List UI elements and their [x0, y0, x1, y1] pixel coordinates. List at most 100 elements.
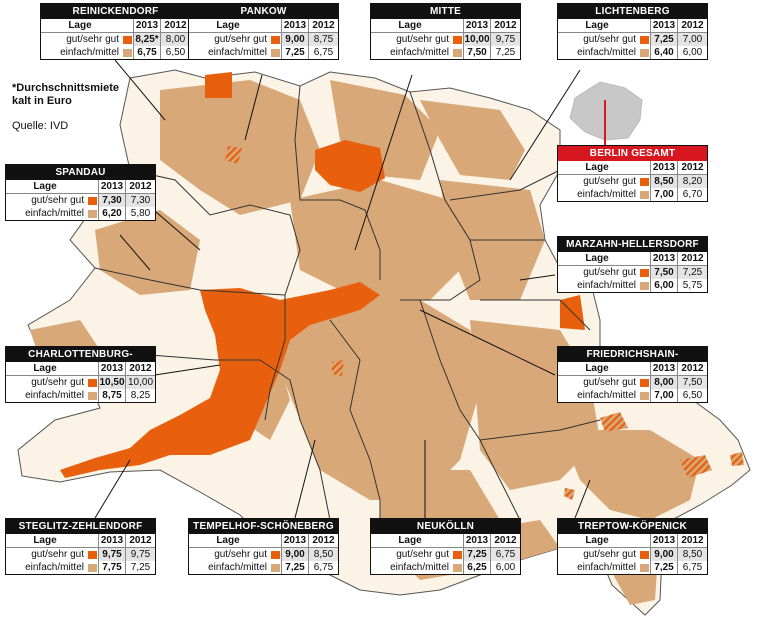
year-2013-header: 2013 — [133, 19, 160, 32]
gut-label: gut/sehr gut — [583, 176, 636, 187]
header-row: Lage 2013 2012 — [189, 534, 338, 548]
gut-label: gut/sehr gut — [583, 34, 636, 45]
einfach-2012: 7,25 — [125, 561, 155, 574]
district-name: SPANDAU — [6, 165, 155, 180]
lage-header: Lage — [216, 20, 240, 31]
gut-2012: 7,30 — [125, 194, 155, 207]
einfach-row: einfach/mittel 7,25 6,75 — [558, 561, 707, 574]
gut-2012: 7,00 — [677, 33, 707, 46]
einfach-2013: 8,75 — [98, 389, 125, 402]
gut-row: gut/sehr gut 7,30 7,30 — [6, 194, 155, 207]
lage-header: Lage — [585, 162, 609, 173]
gut-2013: 7,25 — [463, 548, 490, 561]
year-2012-header: 2012 — [308, 19, 338, 32]
gut-row: gut/sehr gut 7,50 7,25 — [558, 266, 707, 279]
gut-swatch — [639, 550, 649, 559]
year-2013-header: 2013 — [650, 252, 677, 265]
lage-header: Lage — [398, 20, 422, 31]
gut-row: gut/sehr gut 8,25* 8,00 — [41, 33, 190, 46]
gut-row: gut/sehr gut 7,25 7,00 — [558, 33, 707, 46]
district-box-marzahn: MARZAHN-HELLERSDORF Lage 2013 2012 gut/sehr … — [557, 236, 708, 293]
einfach-swatch — [270, 563, 280, 572]
einfach-row: einfach/mittel 6,75 6,50 — [41, 46, 190, 59]
district-box-spandau: SPANDAU Lage 2013 2012 gut/sehr gut 7,30 7,30 e… — [5, 164, 156, 221]
gut-label: gut/sehr gut — [31, 377, 84, 388]
einfach-2013: 7,25 — [650, 561, 677, 574]
year-2013-header: 2013 — [650, 19, 677, 32]
gut-label: gut/sehr gut — [583, 267, 636, 278]
gut-label: gut/sehr gut — [214, 549, 267, 560]
einfach-label: einfach/mittel — [390, 562, 449, 573]
district-name: REINICKENDORF — [41, 4, 190, 19]
einfach-swatch — [639, 563, 649, 572]
year-2012-header: 2012 — [308, 534, 338, 547]
district-box-tempelhof: TEMPELHOF-SCHÖNEBERG Lage 2013 2012 gut/sehr… — [188, 518, 339, 575]
gut-row: gut/sehr gut 7,25 6,75 — [371, 548, 520, 561]
year-2013-header: 2013 — [98, 362, 125, 375]
gut-2012: 7,50 — [677, 376, 707, 389]
year-2013-header: 2013 — [281, 534, 308, 547]
gut-row: gut/sehr gut 10,50 10,00 — [6, 376, 155, 389]
gut-row: gut/sehr gut 9,00 8,50 — [189, 548, 338, 561]
gut-label: gut/sehr gut — [31, 549, 84, 560]
einfach-2012: 6,00 — [490, 561, 520, 574]
lage-header: Lage — [33, 181, 57, 192]
year-2012-header: 2012 — [677, 161, 707, 174]
einfach-2013: 6,75 — [133, 46, 160, 59]
year-2012-header: 2012 — [125, 180, 155, 193]
einfach-label: einfach/mittel — [577, 47, 636, 58]
year-2012-header: 2012 — [160, 19, 190, 32]
einfach-row: einfach/mittel 7,75 7,25 — [6, 561, 155, 574]
gut-row: gut/sehr gut 10,00 9,75 — [371, 33, 520, 46]
district-name: TEMPELHOF-SCHÖNEBERG — [189, 519, 338, 534]
year-2012-header: 2012 — [490, 534, 520, 547]
district-box-neukoelln: NEUKÖLLN Lage 2013 2012 gut/sehr gut 7,25 6,75… — [370, 518, 521, 575]
gut-2013: 8,50 — [650, 175, 677, 188]
header-row: Lage 2013 2012 — [41, 19, 190, 33]
gut-2013: 9,75 — [98, 548, 125, 561]
note-text: *Durchschnittsmiete kalt in Euro — [12, 82, 119, 107]
district-name: NEUKÖLLN — [371, 519, 520, 534]
gut-2012: 9,75 — [490, 33, 520, 46]
gut-2012: 8,00 — [160, 33, 190, 46]
year-2013-header: 2013 — [98, 534, 125, 547]
einfach-2013: 6,20 — [98, 207, 125, 220]
district-box-reinickendorf: REINICKENDORF Lage 2013 2012 gut/sehr gut 8,2… — [40, 3, 191, 60]
district-box-charlottenburg: CHARLOTTENBURG-WILMERSDORF Lage 2013 2012 gu… — [5, 346, 156, 403]
gut-row: gut/sehr gut 8,50 8,20 — [558, 175, 707, 188]
einfach-label: einfach/mittel — [25, 562, 84, 573]
einfach-row: einfach/mittel 8,75 8,25 — [6, 389, 155, 402]
mixed-areas — [225, 146, 744, 500]
einfach-label: einfach/mittel — [577, 390, 636, 401]
gut-swatch — [452, 35, 462, 44]
gut-2013: 7,50 — [650, 266, 677, 279]
header-row: Lage 2013 2012 — [558, 362, 707, 376]
einfach-2013: 7,75 — [98, 561, 125, 574]
year-2012-header: 2012 — [677, 252, 707, 265]
leader-lines — [94, 59, 591, 519]
year-2012-header: 2012 — [677, 362, 707, 375]
einfach-2012: 6,75 — [308, 561, 338, 574]
district-name: FRIEDRICHSHAIN-KREUZBERG — [558, 347, 707, 375]
district-borders — [39, 85, 601, 571]
einfach-row: einfach/mittel 7,00 6,70 — [558, 188, 707, 201]
gut-label: gut/sehr gut — [396, 549, 449, 560]
district-name: TREPTOW-KÖPENICK — [558, 519, 707, 534]
gut-2012: 8,75 — [308, 33, 338, 46]
gut-swatch — [87, 550, 97, 559]
einfach-row: einfach/mittel 6,25 6,00 — [371, 561, 520, 574]
einfach-label: einfach/mittel — [577, 189, 636, 200]
einfach-2012: 8,25 — [125, 389, 155, 402]
header-row: Lage 2013 2012 — [6, 362, 155, 376]
year-2013-header: 2013 — [650, 161, 677, 174]
gut-2012: 8,50 — [308, 548, 338, 561]
einfach-2012: 7,25 — [490, 46, 520, 59]
year-2013-header: 2013 — [98, 180, 125, 193]
year-2012-header: 2012 — [125, 534, 155, 547]
lage-header: Lage — [33, 535, 57, 546]
gut-2013: 10,00 — [463, 33, 490, 46]
year-2013-header: 2013 — [281, 19, 308, 32]
einfach-row: einfach/mittel 7,50 7,25 — [371, 46, 520, 59]
gut-2013: 7,25 — [650, 33, 677, 46]
einfach-2013: 6,00 — [650, 279, 677, 292]
